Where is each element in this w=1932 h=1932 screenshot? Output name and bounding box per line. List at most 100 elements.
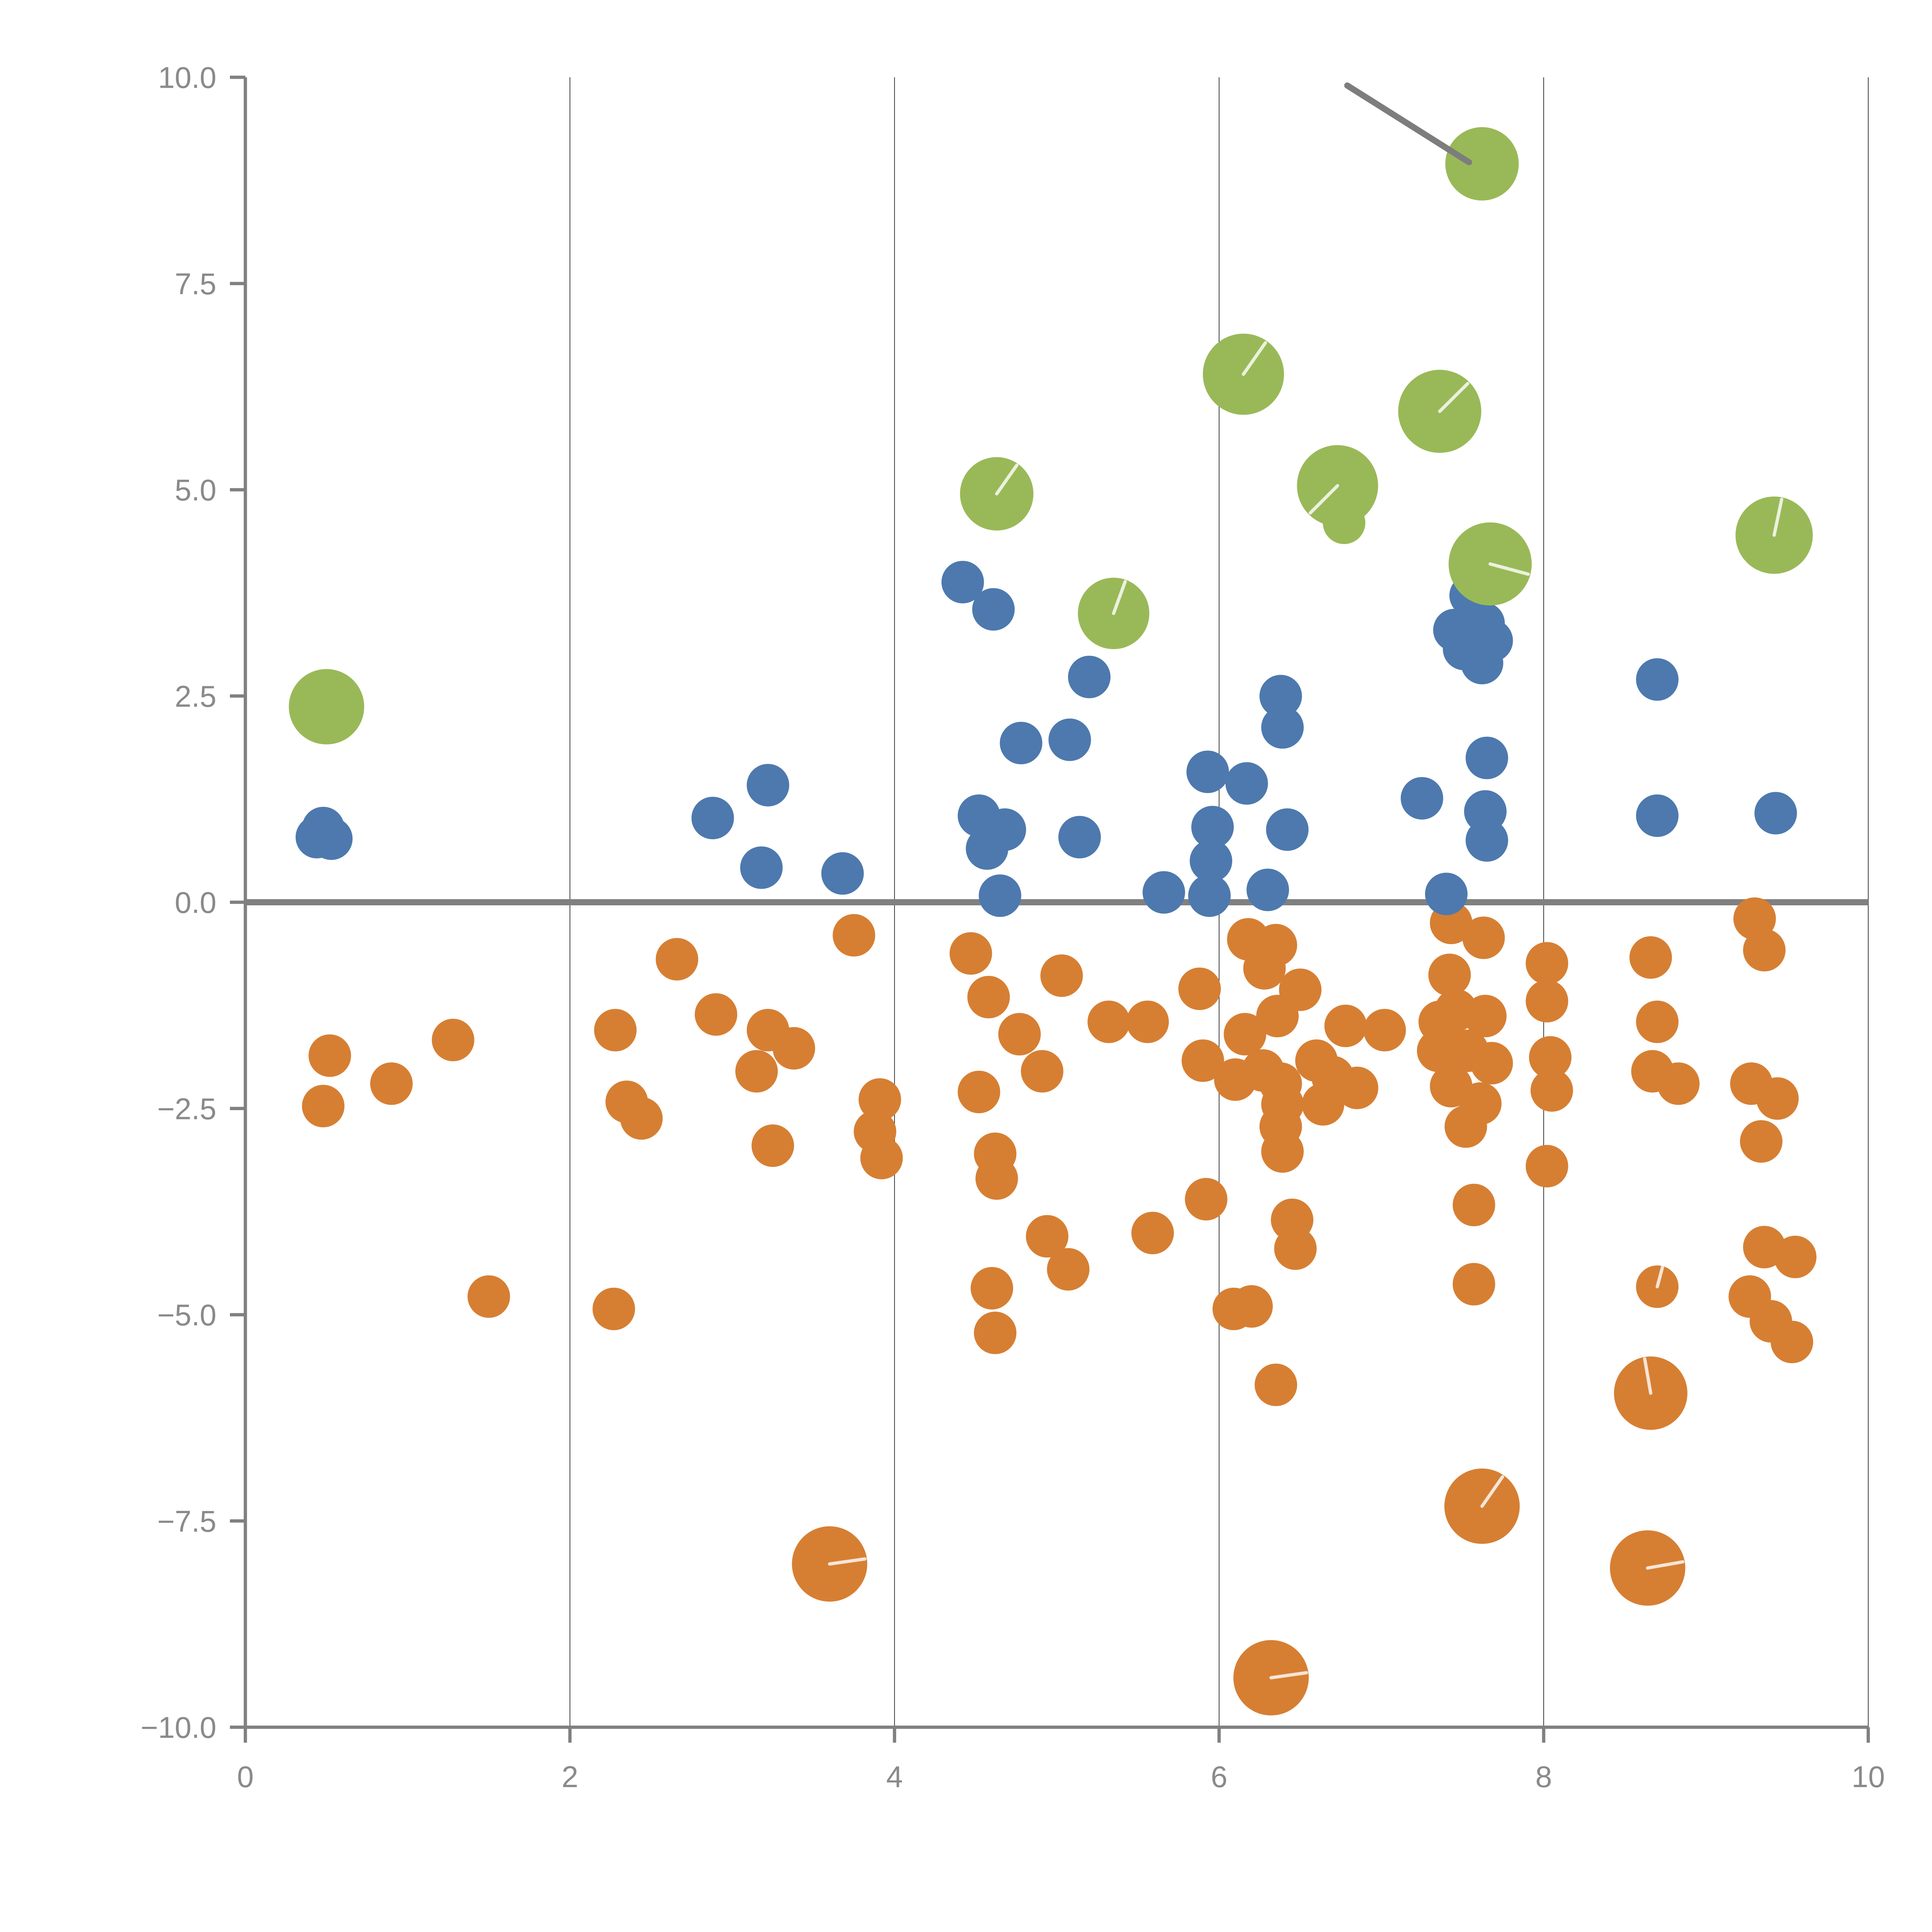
blue-data-point	[1401, 777, 1443, 820]
orange-data-point	[302, 1085, 345, 1128]
y-tick-label: −10.0	[141, 1711, 216, 1745]
x-tick-label: 2	[561, 1760, 578, 1794]
orange-data-point	[1452, 1263, 1495, 1306]
orange-data-point	[1629, 936, 1672, 979]
annotation-line	[1344, 82, 1472, 165]
bubble-slash-mark	[1655, 1265, 1664, 1289]
blue-data-point	[1191, 806, 1234, 849]
bubble-slash-mark	[1112, 580, 1127, 615]
x-tick-label: 6	[1211, 1760, 1227, 1794]
orange-data-point	[1657, 1062, 1700, 1105]
x-tick-label: 4	[886, 1760, 903, 1794]
blue-data-point	[1068, 656, 1111, 698]
blue-data-point	[1425, 872, 1468, 915]
blue-data-point	[1461, 642, 1503, 684]
blue-data-point	[1143, 871, 1185, 914]
orange-data-point	[1126, 1000, 1169, 1043]
orange-data-point	[1021, 1050, 1063, 1093]
bubble-slash-mark	[1242, 341, 1267, 376]
orange-data-point	[1336, 1066, 1378, 1109]
orange-data-point	[1444, 1105, 1487, 1148]
orange-data-point	[1529, 1036, 1571, 1079]
bubble-slash-mark	[1646, 1560, 1685, 1570]
x-tick-label: 0	[237, 1760, 253, 1794]
orange-data-point	[1740, 1120, 1782, 1163]
series-orange	[302, 897, 1816, 1716]
orange-data-point	[1462, 917, 1505, 959]
orange-data-point	[957, 1071, 1000, 1113]
orange-data-point	[1324, 1005, 1367, 1047]
blue-data-point	[1636, 794, 1679, 837]
blue-data-point	[1058, 816, 1101, 859]
x-tick-label: 10	[1852, 1760, 1885, 1794]
orange-data-point	[1185, 1178, 1228, 1221]
blue-data-point	[740, 846, 783, 889]
blue-data-point	[1259, 675, 1302, 718]
orange-data-point	[1047, 1248, 1090, 1291]
blue-data-point	[1247, 869, 1289, 911]
orange-data-point	[1770, 1321, 1813, 1363]
orange-data-point	[1279, 968, 1321, 1011]
orange-data-point	[1774, 1236, 1816, 1278]
blue-data-point	[966, 827, 1009, 870]
blue-data-point	[1186, 750, 1229, 793]
orange-data-point	[1087, 1000, 1130, 1043]
bubble-slash-mark	[1480, 1475, 1504, 1508]
series-green	[289, 127, 1813, 745]
orange-data-point	[998, 1013, 1041, 1056]
bubble-slash-mark	[1488, 562, 1530, 576]
blue-data-point	[972, 588, 1015, 631]
green-data-point	[1445, 127, 1519, 201]
orange-data-point	[735, 1050, 778, 1093]
bubble-slash-mark	[1643, 1357, 1653, 1395]
blue-data-point	[1466, 819, 1508, 862]
orange-data-point	[1302, 1083, 1344, 1126]
x-tick-label: 8	[1535, 1760, 1552, 1794]
orange-data-point	[1756, 1077, 1799, 1120]
orange-data-point	[592, 1287, 635, 1330]
orange-data-point	[695, 993, 737, 1036]
blue-data-point	[821, 852, 864, 895]
orange-data-point	[971, 1267, 1013, 1310]
orange-data-point	[1452, 1184, 1495, 1226]
orange-data-point	[1178, 968, 1221, 1010]
orange-data-point	[1255, 1364, 1297, 1406]
orange-data-point	[949, 932, 992, 975]
orange-data-point	[833, 914, 875, 957]
orange-data-point	[620, 1097, 663, 1140]
orange-data-point	[974, 1311, 1017, 1354]
orange-data-point	[656, 938, 698, 981]
bubble-slash-mark	[1438, 382, 1469, 413]
orange-data-point	[1470, 1042, 1513, 1085]
tick-labels: 10.0 7.5 5.0 2.5 0.0 −2.5 −5.0 −7.5 −10.0 0 2 4 6 8 10	[141, 61, 1885, 1794]
blue-data-point	[1636, 658, 1679, 701]
bubble-slash-mark	[995, 463, 1019, 496]
blue-data-point	[941, 561, 984, 604]
series-blue	[296, 561, 1797, 917]
bubble-slash-mark	[1772, 497, 1784, 537]
green-data-point	[289, 669, 364, 745]
bubble-slash-mark	[1308, 484, 1339, 515]
orange-data-point	[1131, 1212, 1174, 1254]
orange-data-point	[752, 1124, 794, 1167]
y-tick-label: −5.0	[157, 1299, 216, 1332]
orange-data-point	[1214, 1058, 1257, 1101]
blue-data-point	[691, 797, 734, 839]
pointer-line	[1344, 82, 1472, 165]
y-tick-label: −2.5	[157, 1092, 216, 1126]
orange-data-point	[1224, 1013, 1266, 1056]
blue-data-point	[1000, 722, 1043, 764]
orange-data-point	[859, 1078, 901, 1121]
blue-data-point	[1048, 718, 1091, 761]
orange-data-point	[308, 1034, 351, 1077]
bubble-slash-mark	[828, 1557, 867, 1566]
blue-data-point	[1266, 808, 1309, 851]
orange-data-point	[1526, 980, 1568, 1022]
blue-data-point	[1188, 874, 1231, 917]
orange-data-point	[1464, 995, 1507, 1037]
orange-data-point	[1243, 947, 1286, 990]
orange-data-point	[1636, 1000, 1679, 1043]
orange-data-point	[1274, 1227, 1317, 1270]
